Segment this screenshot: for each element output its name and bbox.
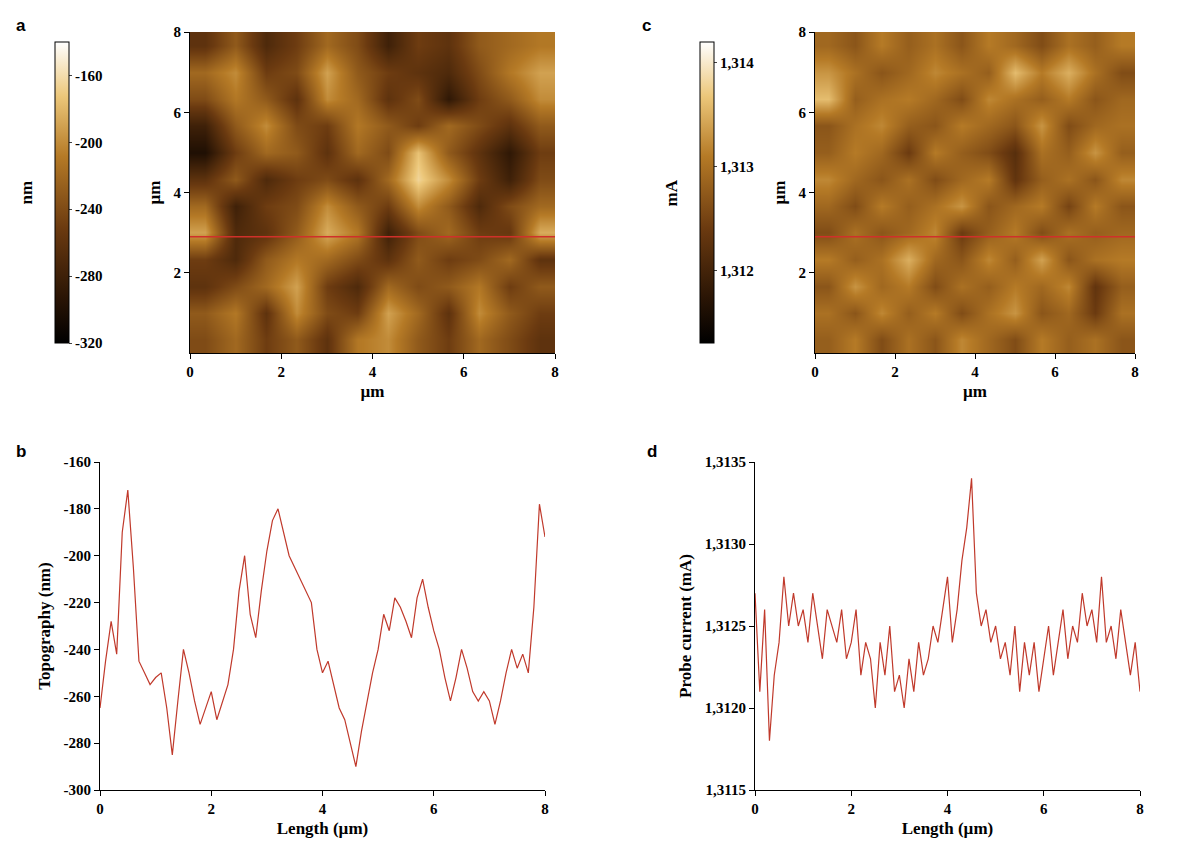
svg-text:0: 0 [751, 801, 759, 817]
svg-text:-200: -200 [75, 135, 103, 151]
svg-text:4: 4 [799, 185, 807, 201]
svg-text:4: 4 [971, 364, 979, 380]
svg-text:2: 2 [208, 801, 216, 817]
svg-text:6: 6 [1051, 364, 1059, 380]
svg-text:4: 4 [174, 185, 182, 201]
svg-text:8: 8 [551, 364, 559, 380]
svg-text:2: 2 [174, 265, 182, 281]
svg-text:d: d [647, 442, 657, 461]
svg-text:µm: µm [770, 181, 789, 205]
svg-text:8: 8 [541, 801, 549, 817]
svg-text:1,3135: 1,3135 [705, 454, 746, 470]
svg-text:0: 0 [811, 364, 819, 380]
svg-text:0: 0 [186, 364, 194, 380]
svg-text:Probe current (mA): Probe current (mA) [676, 554, 695, 698]
svg-text:6: 6 [430, 801, 438, 817]
svg-text:-240: -240 [64, 642, 92, 658]
svg-text:-280: -280 [75, 268, 103, 284]
svg-text:-160: -160 [75, 68, 103, 84]
svg-text:Length (µm): Length (µm) [902, 819, 993, 838]
svg-text:6: 6 [174, 105, 182, 121]
svg-text:1,312: 1,312 [720, 263, 754, 279]
svg-text:a: a [16, 16, 26, 35]
svg-text:b: b [16, 442, 26, 461]
svg-text:2: 2 [278, 364, 286, 380]
svg-text:6: 6 [1040, 801, 1048, 817]
svg-text:8: 8 [1136, 801, 1144, 817]
svg-text:6: 6 [460, 364, 468, 380]
svg-text:4: 4 [319, 801, 327, 817]
svg-text:2: 2 [891, 364, 899, 380]
svg-text:0: 0 [96, 801, 104, 817]
svg-text:1,3115: 1,3115 [706, 782, 746, 798]
svg-text:8: 8 [1131, 364, 1139, 380]
svg-text:µm: µm [145, 181, 164, 205]
svg-text:8: 8 [174, 24, 182, 40]
svg-text:2: 2 [799, 265, 807, 281]
svg-text:-260: -260 [64, 689, 92, 705]
svg-text:-240: -240 [75, 201, 103, 217]
svg-text:6: 6 [799, 105, 807, 121]
svg-text:µm: µm [361, 382, 385, 401]
svg-text:µm: µm [963, 382, 987, 401]
svg-text:-300: -300 [64, 782, 92, 798]
svg-text:4: 4 [369, 364, 377, 380]
svg-text:1,313: 1,313 [720, 159, 754, 175]
svg-text:mA: mA [662, 179, 681, 206]
svg-text:1,314: 1,314 [720, 55, 754, 71]
svg-text:1,3120: 1,3120 [705, 700, 746, 716]
svg-text:-320: -320 [75, 335, 103, 351]
svg-text:-220: -220 [64, 595, 92, 611]
svg-text:-180: -180 [64, 501, 92, 517]
svg-text:-160: -160 [64, 454, 92, 470]
svg-text:Length (µm): Length (µm) [277, 819, 368, 838]
svg-text:Topography (nm): Topography (nm) [35, 562, 54, 689]
svg-text:-200: -200 [64, 548, 92, 564]
svg-text:1,3130: 1,3130 [705, 536, 746, 552]
svg-text:8: 8 [799, 24, 807, 40]
svg-text:2: 2 [848, 801, 856, 817]
svg-text:nm: nm [17, 181, 36, 205]
svg-text:1,3125: 1,3125 [705, 618, 746, 634]
svg-text:4: 4 [944, 801, 952, 817]
svg-text:c: c [642, 16, 651, 35]
svg-text:-280: -280 [64, 735, 92, 751]
